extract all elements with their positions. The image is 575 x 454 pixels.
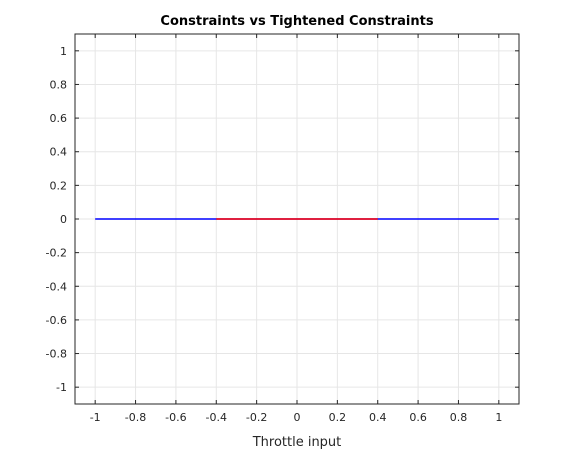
x-tick-label: 1 [495, 411, 502, 424]
x-tick-label: 0 [294, 411, 301, 424]
y-tick-label: -0.4 [46, 280, 67, 293]
x-axis: -1 -0.8 -0.6 -0.4 -0.2 0 0.2 0.4 0.6 0.8 1 [90, 34, 502, 424]
y-tick-label: -0.8 [46, 348, 67, 361]
x-tick-label: -0.8 [125, 411, 146, 424]
x-tick-label: -0.2 [246, 411, 267, 424]
x-tick-label: -0.4 [206, 411, 227, 424]
chart-title: Constraints vs Tightened Constraints [160, 14, 433, 29]
grid [75, 34, 519, 404]
x-tick-label: 0.6 [409, 411, 427, 424]
y-tick-label: 0 [60, 213, 67, 226]
x-tick-label: -1 [90, 411, 101, 424]
y-tick-label: 0.2 [50, 179, 68, 192]
y-tick-label: -0.2 [46, 247, 67, 260]
y-tick-label: 1 [60, 45, 67, 58]
x-tick-label: -0.6 [165, 411, 186, 424]
x-tick-label: 0.8 [450, 411, 468, 424]
y-tick-label: 0.6 [50, 112, 68, 125]
y-axis: -1 -0.8 -0.6 -0.4 -0.2 0 0.2 0.4 0.6 0.8 1 [46, 45, 519, 394]
y-tick-label: -0.6 [46, 314, 67, 327]
y-tick-label: 0.4 [50, 146, 68, 159]
x-tick-label: 0.4 [369, 411, 387, 424]
x-axis-label: Throttle input [252, 435, 342, 450]
y-tick-label: 0.8 [50, 78, 68, 91]
y-tick-label: -1 [56, 381, 67, 394]
x-tick-label: 0.2 [329, 411, 347, 424]
